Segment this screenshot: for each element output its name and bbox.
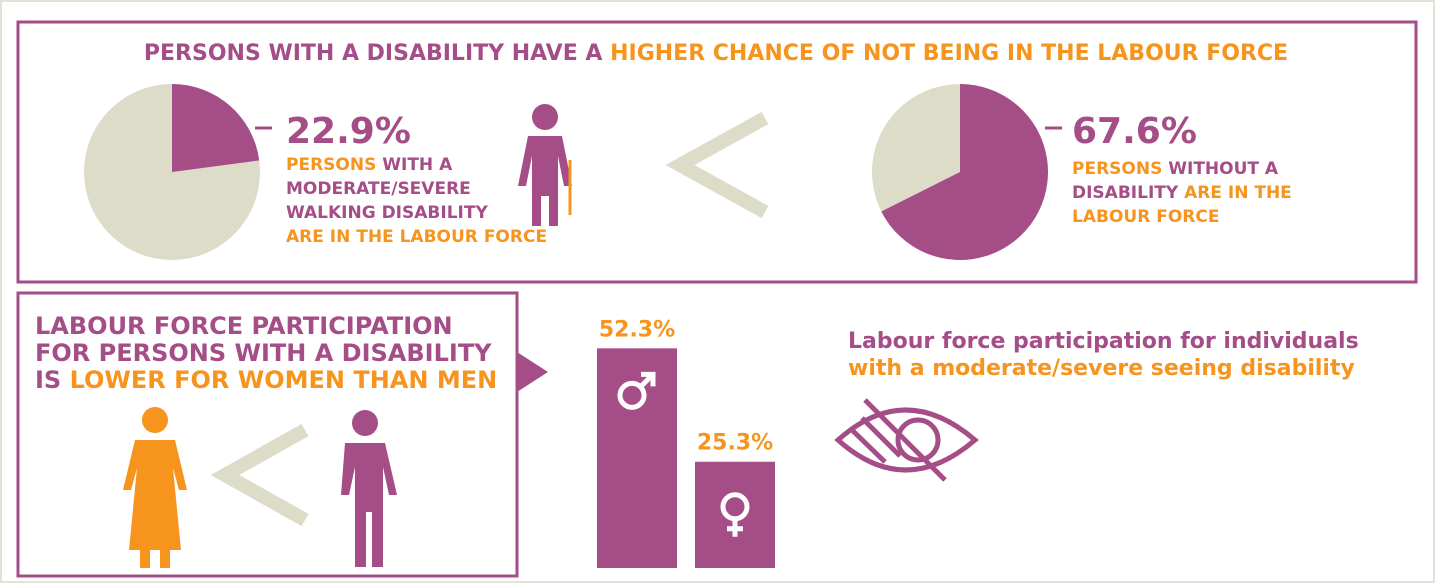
eye-icon (834, 398, 979, 482)
less-than (665, 111, 769, 219)
text-line: LABOUR FORCE (1072, 207, 1219, 227)
text-line: Labour force participation for individua… (848, 329, 1359, 354)
text-segment: MODERATE/SEVERE (286, 179, 471, 199)
text-line: WALKING DISABILITY (286, 203, 488, 223)
text-segment: PERSONS (1072, 159, 1162, 179)
bar-label: 52.3% (599, 317, 675, 342)
text-segment: WALKING DISABILITY (286, 203, 488, 223)
female-symbol (720, 492, 750, 537)
text-line: with a moderate/severe seeing disability (848, 356, 1355, 381)
text-segment: PERSONS (286, 155, 376, 175)
bar (597, 348, 677, 568)
woman-icon (123, 407, 187, 568)
pie-value: 67.6% (1072, 111, 1197, 152)
walking-icon (518, 104, 572, 226)
text-segment: ARE IN THE LABOUR FORCE (286, 227, 547, 247)
gender-box (16, 291, 519, 578)
text-line: FOR PERSONS WITH A DISABILITY (35, 339, 492, 367)
text-line: PERSONS WITH A DISABILITY HAVE A HIGHER … (144, 41, 1288, 66)
text-segment: LABOUR FORCE (1072, 207, 1219, 227)
text-segment: ARE IN THE (1178, 183, 1292, 203)
less-than (210, 423, 309, 527)
text-segment: with a moderate/severe seeing disability (848, 356, 1355, 381)
text-segment: LABOUR FORCE PARTICIPATION (35, 312, 453, 340)
pie-slice (881, 84, 1049, 260)
text-line: PERSONS WITHOUT A (1072, 159, 1279, 179)
bar-label: 25.3% (697, 431, 773, 456)
text-line: PERSONS WITH A (286, 155, 453, 175)
symbol-part (727, 518, 743, 537)
symbol-part (617, 380, 647, 410)
text-segment: Labour force participation for individua… (848, 329, 1359, 354)
pie-value: 22.9% (286, 111, 411, 152)
bar (695, 461, 775, 568)
text-segment: LOWER FOR WOMEN THAN MEN (70, 366, 498, 394)
pointer (517, 352, 548, 392)
symbol-part (639, 371, 656, 389)
text-segment: PERSONS WITH A DISABILITY HAVE A (144, 41, 610, 66)
text-segment: WITHOUT A (1162, 159, 1279, 179)
text-line: LABOUR FORCE PARTICIPATION (35, 312, 453, 340)
text-line: IS LOWER FOR WOMEN THAN MEN (35, 366, 497, 394)
pie-slice (172, 84, 260, 172)
text-segment: DISABILITY (1072, 183, 1179, 203)
text-segment: WITH A (376, 155, 453, 175)
male-symbol (617, 371, 656, 410)
text-line: MODERATE/SEVERE (286, 179, 471, 199)
text-segment: FOR PERSONS WITH A DISABILITY (35, 339, 492, 367)
text-segment: IS (35, 366, 70, 394)
text-segment: HIGHER CHANCE OF NOT BEING IN THE LABOUR… (610, 41, 1288, 66)
man-icon (341, 410, 397, 567)
text-line: DISABILITY ARE IN THE (1072, 183, 1292, 203)
text-line: ARE IN THE LABOUR FORCE (286, 227, 547, 247)
top-box (16, 20, 1418, 284)
